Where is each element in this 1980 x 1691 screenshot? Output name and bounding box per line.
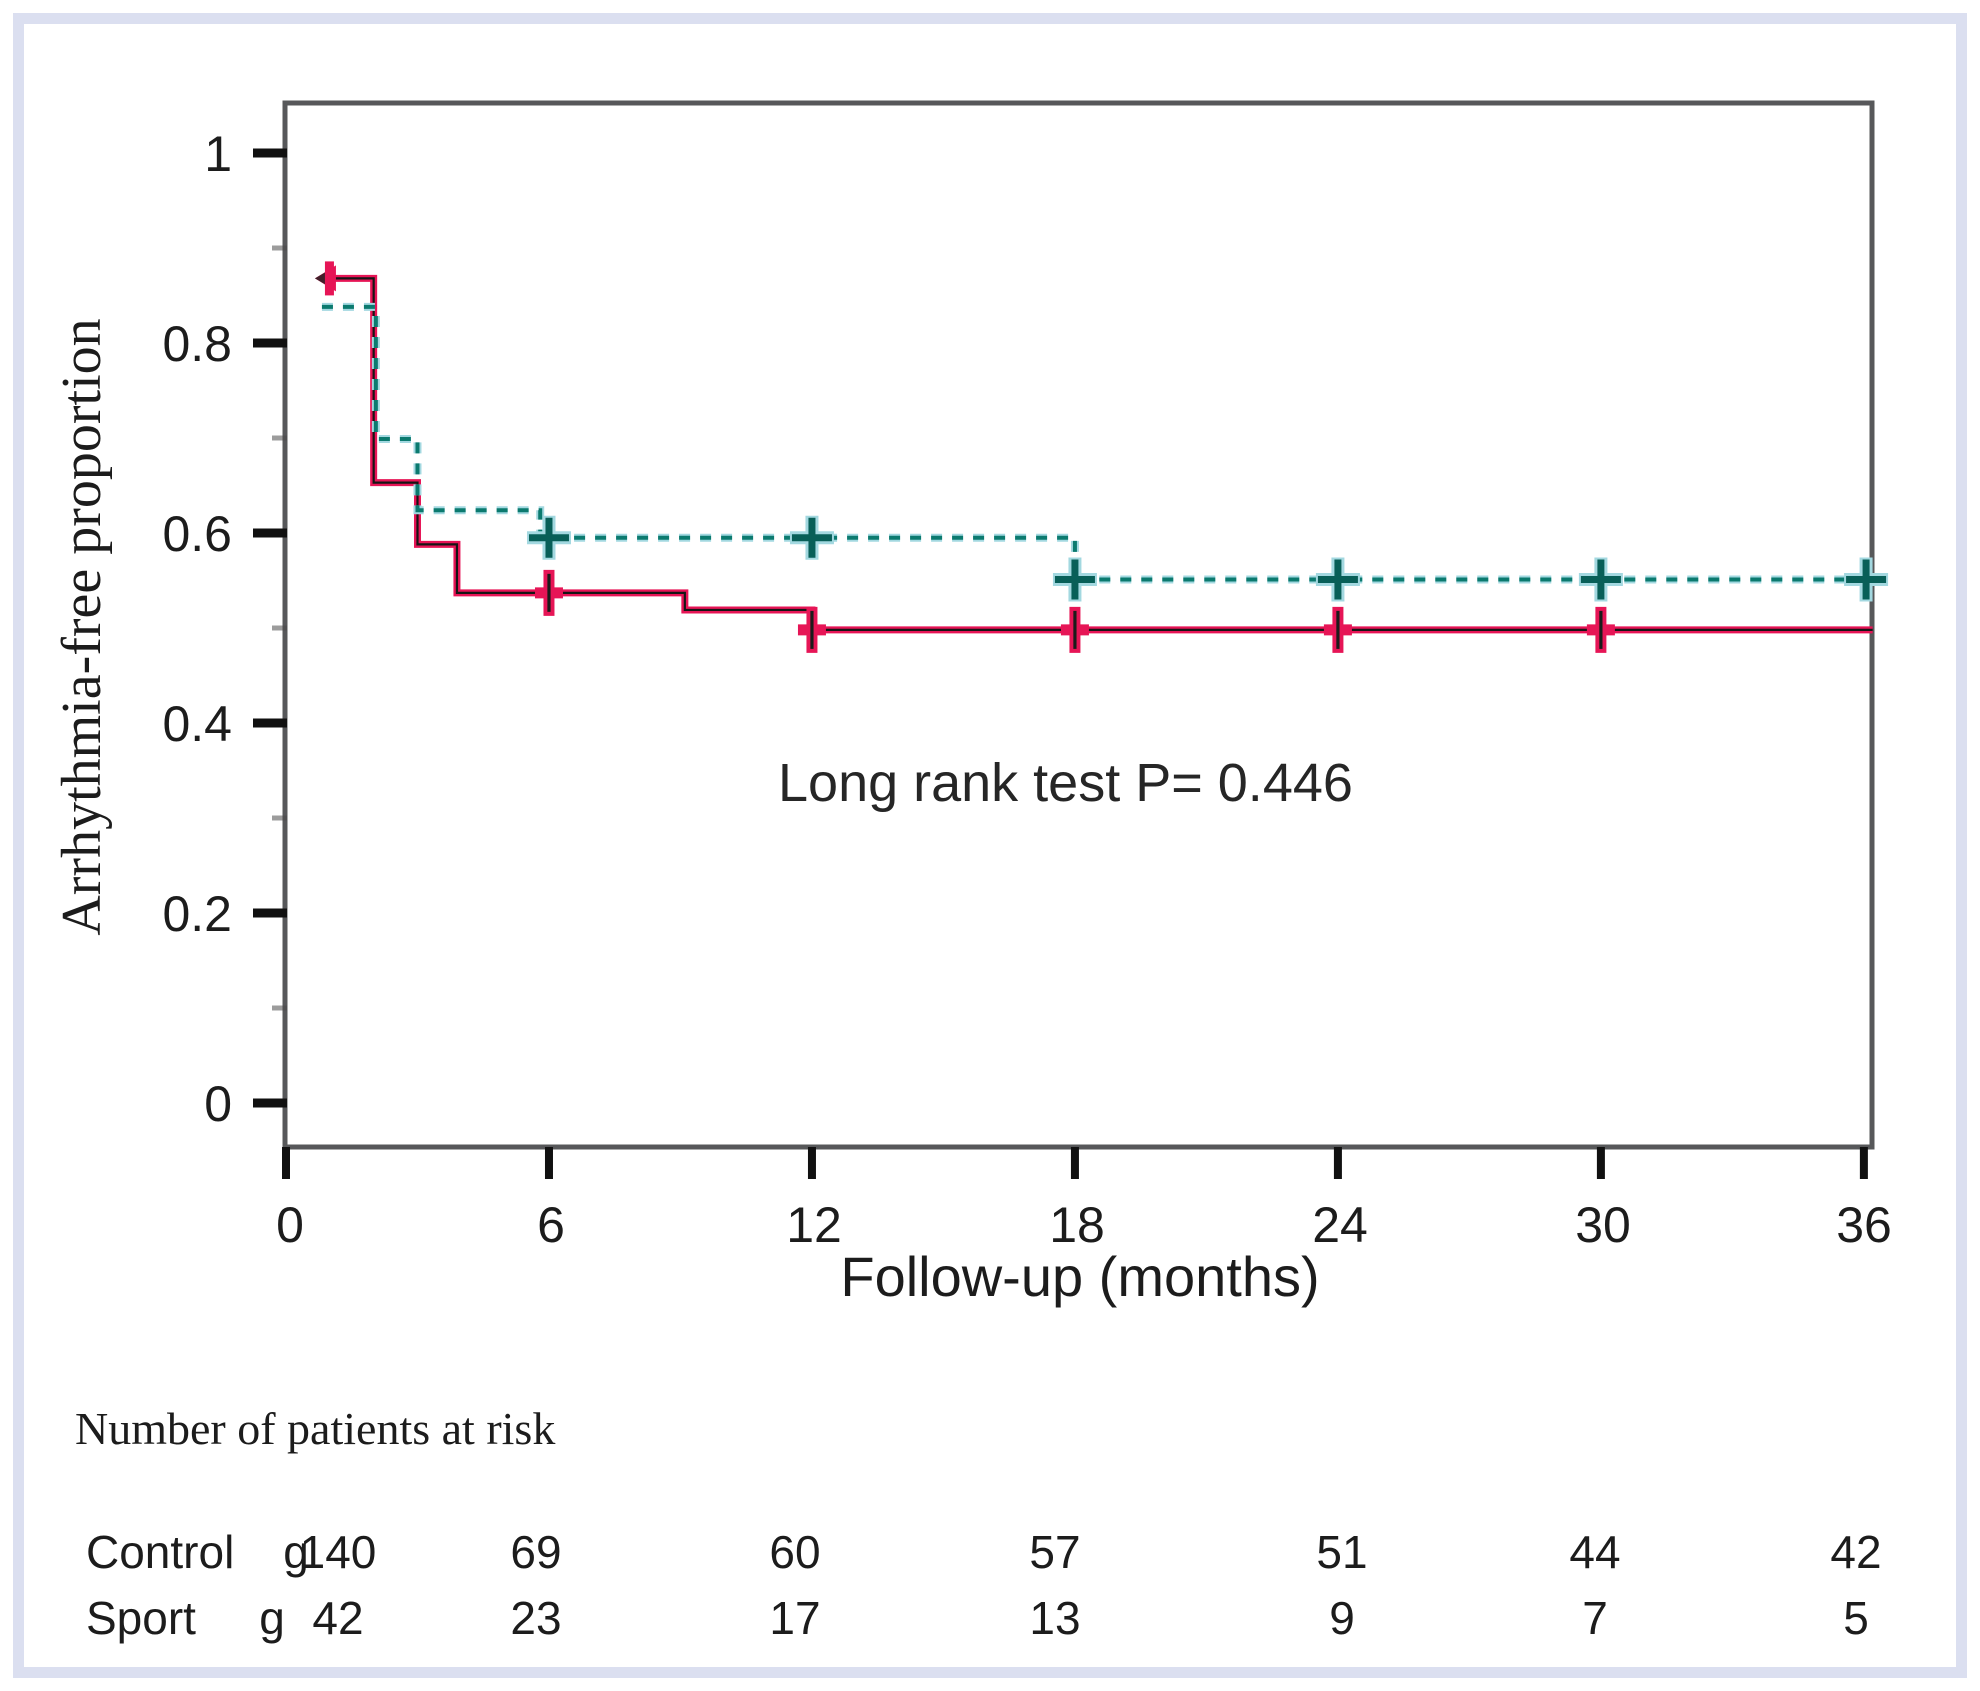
censor-mark-sport: [528, 517, 569, 558]
x-tick-mark: [1859, 1147, 1868, 1179]
at-risk-value: 13: [1029, 1592, 1080, 1644]
at-risk-value: 7: [1582, 1592, 1608, 1644]
x-tick-label: 0: [276, 1197, 304, 1253]
x-tick-mark: [807, 1147, 816, 1179]
y-axis-title: Arrhythmia-free proportion: [51, 318, 113, 935]
censor-mark-sport: [1846, 559, 1887, 600]
at-risk-value: 140: [300, 1526, 377, 1578]
row-suffix: g: [259, 1592, 285, 1644]
x-tick-mark: [1070, 1147, 1079, 1179]
at-risk-value: 69: [510, 1526, 561, 1578]
start-arrow-tip: [314, 271, 327, 286]
km-curve-sport: [321, 304, 1873, 582]
y-tick-mark: [253, 908, 287, 918]
y-tick-mark: [253, 1098, 287, 1108]
at-risk-value: 5: [1843, 1592, 1869, 1644]
at-risk-value: 23: [510, 1592, 561, 1644]
at-risk-value: 57: [1029, 1526, 1080, 1578]
row-suffix: g: [283, 1526, 309, 1578]
at-risk-row-control: Control g 140 69 60 57 51 44 42: [86, 1526, 1882, 1578]
x-tick-mark: [544, 1147, 553, 1179]
censor-mark-sport: [1580, 559, 1621, 600]
y-tick-label: 0.4: [162, 696, 232, 752]
y-tick-label: 0.2: [162, 886, 232, 942]
x-tick-label: 6: [537, 1197, 565, 1253]
row-label: Control: [86, 1526, 234, 1578]
row-label: Sport: [86, 1592, 196, 1644]
y-tick-label: 0.8: [162, 316, 232, 372]
x-tick-label: 30: [1575, 1197, 1631, 1253]
card-frame: [13, 13, 1967, 1678]
y-minor-tick-mark: [272, 625, 287, 631]
curves-layer: [253, 148, 1889, 1179]
at-risk-value: 42: [312, 1592, 363, 1644]
y-tick-mark: [253, 528, 287, 538]
censor-mark-sport: [1317, 559, 1358, 600]
x-tick-label: 36: [1836, 1197, 1892, 1253]
at-risk-title: Number of patients at risk: [75, 1403, 555, 1454]
censor-mark-sport: [791, 517, 832, 558]
at-risk-row-sport: Sport g 42 23 17 13 9 7 5: [86, 1592, 1869, 1644]
km-curve-control-core: [321, 277, 1873, 632]
x-tick-mark: [1596, 1147, 1605, 1179]
at-risk-value: 44: [1569, 1526, 1620, 1578]
x-tick-label: 18: [1049, 1197, 1105, 1253]
y-tick-label: 0: [204, 1076, 232, 1132]
at-risk-value: 17: [769, 1592, 820, 1644]
y-tick-mark: [253, 148, 287, 158]
y-minor-tick-mark: [272, 435, 287, 441]
at-risk-value: 9: [1329, 1592, 1355, 1644]
at-risk-value: 60: [769, 1526, 820, 1578]
x-tick-mark: [282, 1147, 290, 1179]
censor-mark-sport: [1054, 559, 1095, 600]
y-tick-mark: [253, 718, 287, 728]
y-tick-mark: [253, 338, 287, 348]
y-minor-tick-mark: [272, 1005, 287, 1011]
x-tick-mark: [1333, 1147, 1342, 1179]
x-tick-label: 24: [1312, 1197, 1368, 1253]
km-curve-control: [321, 274, 1873, 634]
x-tick-label: 12: [786, 1197, 842, 1253]
y-minor-tick-mark: [272, 815, 287, 821]
start-marker-bar: [324, 261, 334, 296]
y-tick-label: 1: [204, 126, 232, 182]
x-axis-title: Follow-up (months): [840, 1245, 1319, 1308]
pvalue-annotation: Long rank test P= 0.446: [778, 753, 1353, 813]
y-tick-label: 0.6: [162, 506, 232, 562]
at-risk-value: 51: [1316, 1526, 1367, 1578]
y-minor-tick-mark: [272, 245, 287, 251]
at-risk-value: 42: [1830, 1526, 1881, 1578]
